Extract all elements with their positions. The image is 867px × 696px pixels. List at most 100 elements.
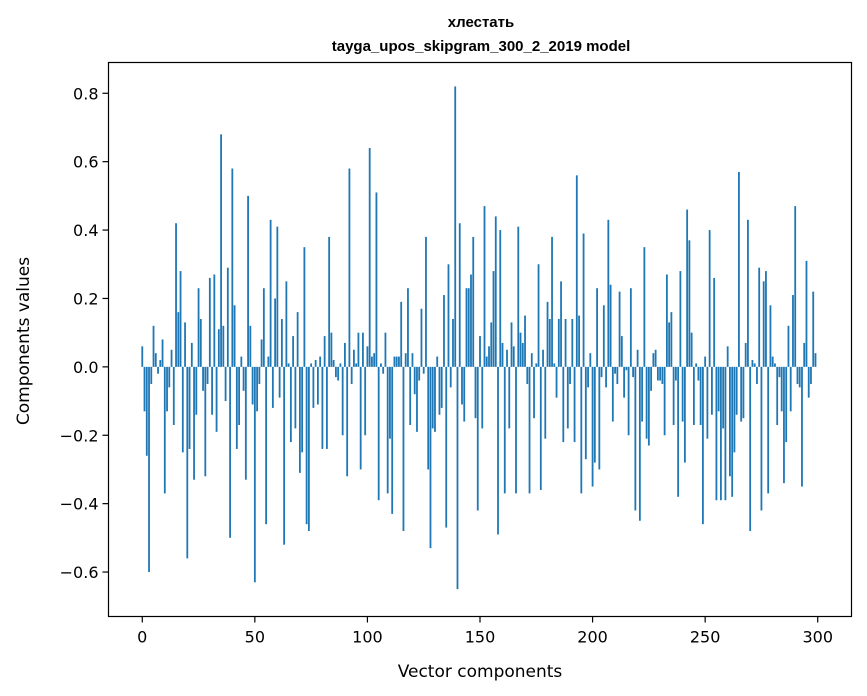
x-tick-label: 50 (245, 628, 265, 647)
bar (665, 274, 668, 367)
bar (265, 366, 268, 525)
bar (533, 366, 535, 419)
bar (537, 264, 540, 367)
bar (276, 226, 279, 367)
bar (605, 366, 607, 388)
x-tick-label: 300 (802, 628, 833, 647)
bar (330, 332, 333, 367)
bar (447, 264, 450, 367)
bar (434, 366, 436, 432)
bar (629, 288, 632, 367)
bar (571, 318, 574, 367)
bar (645, 366, 648, 439)
bar (332, 360, 335, 367)
bar (368, 147, 371, 367)
bar (801, 366, 803, 487)
bar (371, 356, 373, 367)
bar (602, 305, 605, 367)
y-tick-label: 0.0 (73, 358, 98, 377)
bar (429, 366, 432, 549)
chart-subtitle: tayga_upos_skipgram_300_2_2019 model (332, 38, 631, 55)
bar (607, 219, 610, 367)
bar (643, 247, 646, 367)
bar (355, 363, 358, 367)
y-axis-label: Components values (14, 257, 34, 425)
bar (213, 274, 216, 367)
bar (566, 366, 569, 429)
bar (391, 366, 394, 514)
bar (483, 206, 486, 367)
bar (593, 366, 596, 463)
bar (692, 366, 695, 425)
bar (154, 353, 157, 367)
bar (747, 219, 749, 367)
bar (557, 318, 560, 367)
bar (650, 366, 653, 391)
bar (530, 353, 533, 367)
bar (427, 366, 430, 470)
y-tick-label: −0.2 (60, 426, 99, 445)
bar (395, 356, 398, 367)
bar (510, 322, 513, 367)
bar (744, 342, 747, 367)
bar (789, 366, 792, 412)
bar (431, 366, 434, 429)
bar (262, 288, 265, 367)
bar (711, 366, 713, 415)
bar (690, 332, 693, 367)
bar (553, 363, 556, 367)
bar (184, 322, 186, 367)
bar (794, 206, 797, 367)
bar (416, 366, 418, 432)
bar (656, 366, 659, 381)
bar (544, 366, 547, 439)
bar (310, 363, 313, 367)
bar (715, 366, 718, 501)
bar (348, 168, 351, 367)
x-axis-label: Vector components (398, 662, 563, 682)
bar (634, 366, 637, 511)
bar (229, 366, 231, 538)
bar (618, 291, 621, 367)
bar (681, 366, 684, 422)
bar (301, 366, 304, 453)
bar (163, 366, 166, 494)
bar (244, 366, 247, 480)
bar (150, 366, 153, 384)
bar (359, 366, 362, 470)
bar (679, 271, 682, 367)
bar (298, 366, 301, 473)
bar (720, 366, 722, 501)
bar (812, 291, 815, 367)
bar (810, 366, 812, 384)
bar (346, 366, 349, 477)
bar (591, 366, 594, 487)
bar (208, 277, 211, 367)
y-axis-ticks: −0.6 −0.4 −0.2 0.0 0.2 0.4 0.6 0.8 (60, 84, 109, 582)
bar (269, 219, 272, 367)
bar (170, 349, 173, 367)
bar (454, 86, 457, 367)
bar (490, 322, 493, 367)
bar (341, 366, 344, 436)
bar (420, 308, 423, 367)
bar (181, 366, 184, 453)
bar (713, 277, 716, 367)
bar (735, 366, 738, 415)
bar (267, 356, 270, 367)
bar (614, 366, 616, 374)
bar (467, 288, 470, 367)
bar (177, 312, 180, 367)
bar (647, 366, 650, 446)
bar (382, 366, 385, 374)
bar (413, 366, 416, 395)
bar (238, 366, 240, 425)
bar (697, 366, 700, 381)
bar (445, 366, 448, 528)
bar (440, 366, 443, 408)
bar (485, 356, 488, 367)
bar (575, 175, 578, 367)
bar (704, 356, 707, 367)
bar (202, 366, 204, 391)
bar (271, 366, 274, 408)
